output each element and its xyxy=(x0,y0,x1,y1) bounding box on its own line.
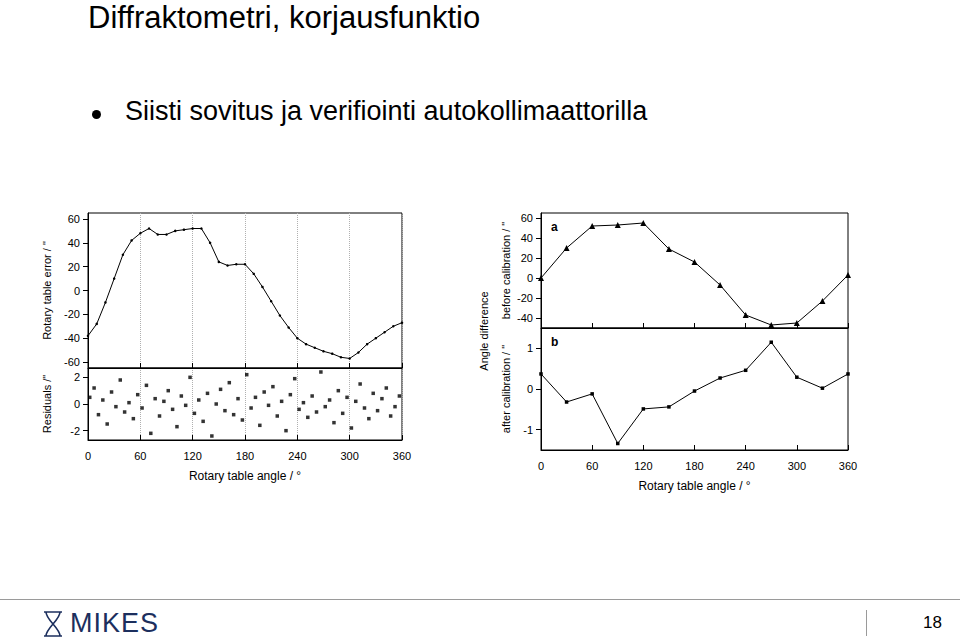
svg-text:40: 40 xyxy=(68,237,80,249)
svg-text:120: 120 xyxy=(183,450,201,462)
svg-text:Rotary table angle / °: Rotary table angle / ° xyxy=(638,479,750,493)
svg-text:before calibration / ": before calibration / " xyxy=(500,222,512,320)
svg-text:-40: -40 xyxy=(517,312,533,324)
svg-text:240: 240 xyxy=(288,450,306,462)
svg-text:60: 60 xyxy=(521,212,533,224)
html-text:Diffraktometri, korjausfunktio: Diffraktometri, korjausfunktio xyxy=(88,0,481,35)
svg-text:0: 0 xyxy=(74,285,80,297)
svg-text:240: 240 xyxy=(736,460,754,472)
svg-text:300: 300 xyxy=(340,450,358,462)
svg-text:Angle difference: Angle difference xyxy=(478,291,490,370)
svg-text:360: 360 xyxy=(393,450,411,462)
svg-text:-1: -1 xyxy=(523,424,533,436)
svg-text:60: 60 xyxy=(586,460,598,472)
svg-text:20: 20 xyxy=(68,261,80,273)
svg-text:20: 20 xyxy=(521,252,533,264)
svg-text:-2: -2 xyxy=(70,425,80,437)
svg-text:0: 0 xyxy=(527,383,533,395)
svg-text:-20: -20 xyxy=(64,308,80,320)
svg-text:-40: -40 xyxy=(64,332,80,344)
svg-text:2: 2 xyxy=(74,371,80,383)
svg-text:180: 180 xyxy=(236,450,254,462)
svg-text:b: b xyxy=(551,335,558,349)
svg-text:1: 1 xyxy=(527,342,533,354)
svg-text:Rotary table angle / °: Rotary table angle / ° xyxy=(189,469,301,483)
html-text:18: 18 xyxy=(923,613,942,632)
svg-text:40: 40 xyxy=(521,232,533,244)
svg-text:60: 60 xyxy=(134,450,146,462)
svg-text:180: 180 xyxy=(685,460,703,472)
svg-text:-60: -60 xyxy=(64,356,80,368)
svg-text:0: 0 xyxy=(74,398,80,410)
svg-text:360: 360 xyxy=(839,460,857,472)
svg-text:a: a xyxy=(551,220,558,234)
svg-text:0: 0 xyxy=(538,460,544,472)
svg-text:Residuals /": Residuals /" xyxy=(41,375,53,433)
svg-text:0: 0 xyxy=(527,272,533,284)
html-text:Siisti sovitus ja verifiointi: Siisti sovitus ja verifiointi autokollim… xyxy=(125,96,648,126)
svg-text:60: 60 xyxy=(68,213,80,225)
svg-text:0: 0 xyxy=(85,450,91,462)
html-text:MIKES: MIKES xyxy=(70,608,159,638)
svg-text:Rotary table error / ": Rotary table error / " xyxy=(41,241,53,340)
svg-text:after calibration / ": after calibration / " xyxy=(500,345,512,433)
svg-text:300: 300 xyxy=(788,460,806,472)
svg-text:-20: -20 xyxy=(517,292,533,304)
svg-text:120: 120 xyxy=(634,460,652,472)
